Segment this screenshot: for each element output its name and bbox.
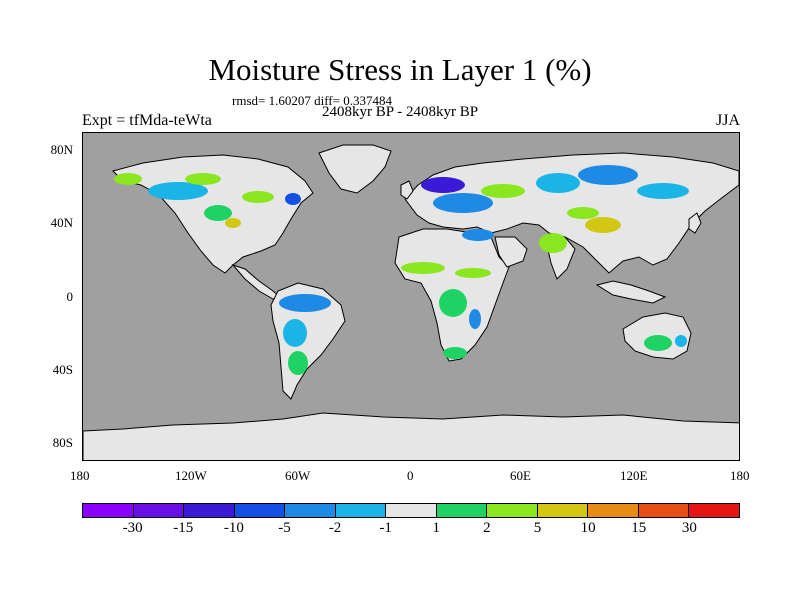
lat-tick-label: 0 [66,289,74,304]
colorbar-label: 15 [631,520,647,536]
colorbar-label: 1 [432,520,441,536]
anomaly-patch [644,335,672,351]
uk-land [400,180,414,200]
colorbar-label: -15 [173,520,194,536]
anomaly-patch [439,289,467,317]
colorbar-swatch [537,504,589,517]
colorbar-swatch [436,504,488,517]
colorbar-label: 5 [533,520,542,536]
se-asia-islands-land [595,280,667,304]
antarctica-land [83,412,739,460]
colorbar-swatch [588,504,639,517]
anomaly-patch [578,165,638,185]
colorbar [82,503,740,518]
lon-tick-label: 180 [70,468,90,483]
lon-tick-label: 120W [175,468,207,483]
anomaly-patch [433,193,493,213]
lon-tick-label: 120E [620,468,648,483]
anomaly-patch [585,217,621,233]
colorbar-label: -1 [379,520,392,536]
anomaly-patch [185,173,221,185]
season-label: JJA [716,112,741,129]
anomaly-patch [114,173,142,185]
colorbar-swatch [386,504,437,517]
period-text: 2408kyr BP - 2408kyr BP [322,104,479,120]
lat-tick-label: 40N [50,215,73,230]
stats-text: rmsd= 1.60207 diff= 0.337484 [232,93,392,108]
anomaly-patch [283,319,307,347]
anomaly-patch [225,218,241,228]
greenland-land [318,144,392,194]
lon-tick-label: 60E [510,468,531,483]
map-title: Moisture Stress in Layer 1 (%) [208,52,592,87]
anomaly-patch [242,191,274,203]
anomaly-patch [421,177,465,193]
japan-land [688,212,702,234]
colorbar-swatch [335,504,387,517]
colorbar-label: -2 [328,520,342,536]
colorbar-swatch [83,504,134,517]
anomaly-patches [114,165,689,375]
anomaly-patch [279,294,331,312]
anomaly-patch [469,309,481,329]
colorbar-swatch [133,504,185,517]
anomaly-patch [443,347,467,359]
colorbar-swatch [234,504,286,517]
colorbar-label: 10 [580,520,596,536]
anomaly-patch [148,182,208,200]
lon-tick-label: 0 [407,468,414,483]
anomaly-patch [462,229,494,241]
colorbar-swatch [285,504,336,517]
anomaly-patch [539,233,567,253]
arabia-land [494,236,528,268]
map-panel [82,132,740,461]
lon-tick-label: 60W [285,468,311,483]
anomaly-patch [481,184,525,198]
lat-tick-label: 80S [52,435,73,450]
central-america-land [231,263,283,300]
colorbar-swatch [638,504,690,517]
colorbar-swatch [487,504,538,517]
colorbar-swatch [184,504,235,517]
anomaly-patch [637,183,689,199]
anomaly-patch [204,205,232,221]
anomaly-patch [455,268,491,278]
lat-tick-label: 80N [50,142,73,157]
anomaly-patch [401,262,445,274]
colorbar-swatch [689,504,739,517]
anomaly-patch [536,173,580,193]
colorbar-label: 30 [681,520,697,536]
colorbar-label: 2 [483,520,491,536]
world-map [83,144,739,460]
lat-tick-label: 40S [52,362,73,377]
south-america-land [270,282,346,400]
colorbar-label: -5 [278,520,291,536]
anomaly-patch [567,207,599,219]
colorbar-label: -30 [122,520,143,536]
lon-tick-label: 180 [730,468,750,483]
experiment-label: Expt = tfMda-teWta [82,112,212,129]
anomaly-patch [285,193,301,205]
colorbar-label: -10 [223,520,244,536]
anomaly-patch [288,351,308,375]
anomaly-patch [675,335,687,347]
